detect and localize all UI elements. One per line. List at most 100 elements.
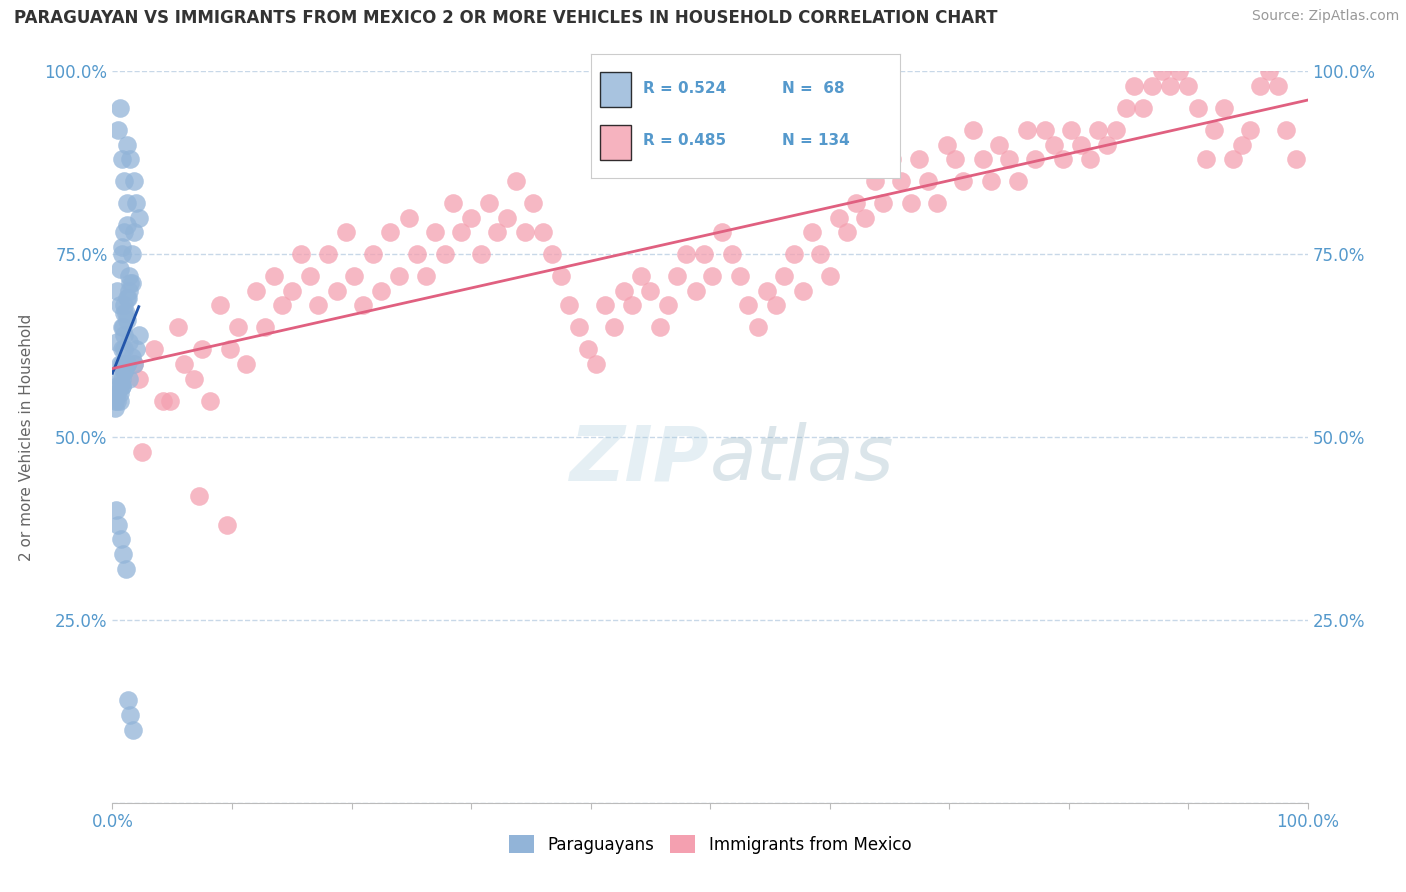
Point (128, 327, 150, 342)
Point (1159, 78, 1181, 93)
Point (550, 269, 572, 284)
Point (105, 386, 128, 401)
Point (927, 196, 949, 211)
Text: PARAGUAYAN VS IMMIGRANTS FROM MEXICO 2 OR MORE VEHICLES IN HOUSEHOLD CORRELATION: PARAGUAYAN VS IMMIGRANTS FROM MEXICO 2 O… (14, 9, 998, 27)
Point (114, 306, 135, 320)
Point (117, 693, 139, 707)
Point (406, 247, 429, 261)
Point (115, 313, 138, 327)
Point (209, 298, 232, 312)
Text: Source: ZipAtlas.com: Source: ZipAtlas.com (1251, 9, 1399, 23)
Point (271, 298, 294, 312)
Point (110, 533, 132, 547)
Point (115, 218, 138, 232)
Point (122, 225, 145, 239)
Point (470, 247, 492, 261)
Point (167, 320, 190, 334)
Point (998, 152, 1021, 166)
Point (1043, 137, 1066, 152)
Point (111, 247, 134, 261)
Point (943, 152, 966, 166)
Point (108, 357, 131, 371)
Point (720, 247, 742, 261)
Point (108, 261, 131, 276)
Point (460, 211, 482, 225)
Point (107, 517, 129, 532)
Point (1222, 152, 1244, 166)
Point (378, 225, 401, 239)
Legend: Paraguayans, Immigrants from Mexico: Paraguayans, Immigrants from Mexico (502, 829, 918, 860)
Text: N =  68: N = 68 (782, 81, 845, 96)
Point (800, 225, 823, 239)
Point (117, 291, 139, 305)
Point (298, 269, 321, 284)
Point (505, 174, 527, 188)
Point (105, 503, 128, 517)
Point (1087, 123, 1109, 137)
Point (1204, 123, 1226, 137)
Point (218, 343, 240, 357)
Point (1150, 64, 1173, 78)
Point (1052, 152, 1074, 166)
Point (693, 247, 716, 261)
Point (765, 298, 787, 312)
Point (593, 298, 616, 312)
Point (531, 225, 554, 239)
Point (111, 240, 134, 254)
Point (702, 269, 724, 284)
Point (290, 247, 312, 261)
Point (737, 298, 759, 312)
Text: ZIP: ZIP (571, 422, 710, 496)
Point (1123, 78, 1146, 93)
Point (585, 357, 607, 371)
Point (558, 298, 581, 312)
Point (105, 379, 128, 393)
Point (115, 291, 138, 305)
Point (111, 379, 134, 393)
Point (115, 357, 138, 371)
Point (486, 225, 509, 239)
Point (112, 547, 135, 561)
Point (1258, 64, 1281, 78)
Point (370, 284, 392, 298)
Point (1095, 137, 1118, 152)
Point (114, 306, 136, 320)
Point (818, 269, 841, 284)
Point (773, 269, 796, 284)
Point (711, 225, 734, 239)
Point (1187, 101, 1209, 115)
Point (621, 298, 644, 312)
Text: R = 0.485: R = 0.485 (643, 134, 727, 148)
Point (104, 393, 127, 408)
Point (1239, 123, 1261, 137)
Point (128, 371, 150, 385)
Point (108, 386, 131, 401)
Point (111, 357, 134, 371)
Point (728, 269, 751, 284)
Point (114, 174, 135, 188)
Point (952, 174, 974, 188)
Point (121, 723, 143, 737)
Point (855, 211, 877, 225)
Point (1033, 123, 1056, 137)
Point (917, 174, 939, 188)
Point (630, 269, 652, 284)
Point (352, 298, 374, 312)
Point (972, 152, 994, 166)
Point (890, 174, 912, 188)
Point (108, 379, 131, 393)
Point (107, 123, 129, 137)
Point (1015, 123, 1038, 137)
Point (114, 364, 135, 378)
Point (118, 269, 141, 284)
Point (152, 393, 174, 408)
Point (496, 211, 519, 225)
Point (863, 174, 886, 188)
Point (980, 174, 1002, 188)
FancyBboxPatch shape (600, 125, 631, 160)
Point (245, 284, 267, 298)
Point (478, 196, 501, 211)
Point (104, 401, 127, 415)
Point (441, 196, 464, 211)
Point (685, 284, 707, 298)
